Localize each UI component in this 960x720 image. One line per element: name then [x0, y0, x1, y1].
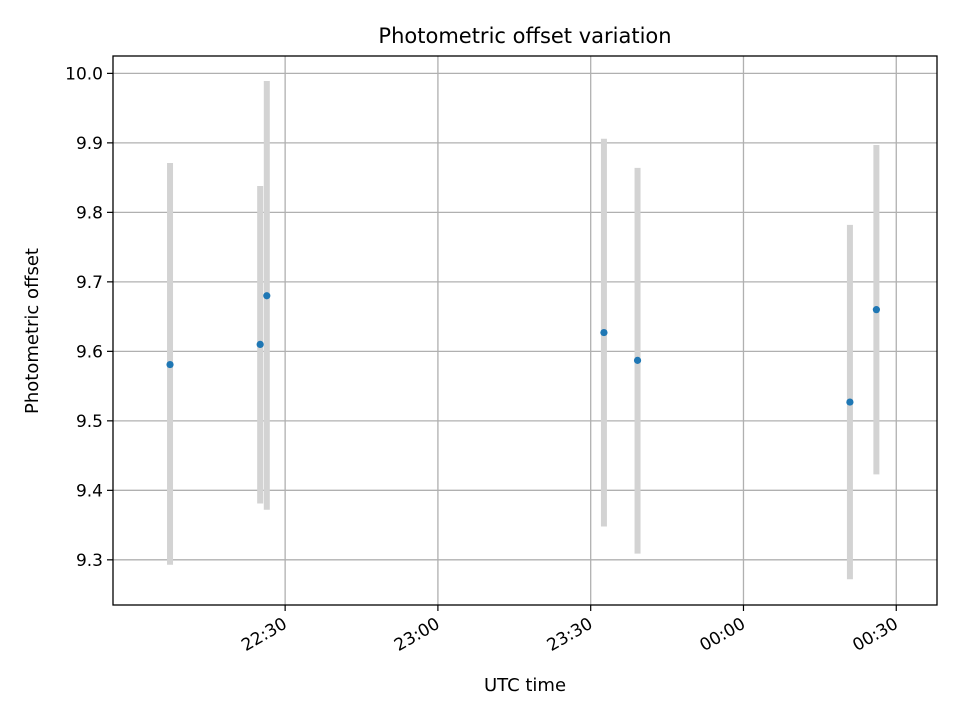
y-tick-label: 9.9 [76, 134, 103, 154]
data-point [633, 356, 642, 364]
x-tick-label: 00:30 [849, 614, 901, 656]
data-point [872, 306, 880, 314]
y-tick-label: 9.5 [76, 412, 103, 432]
y-tick-label: 9.7 [76, 273, 103, 293]
y-tick-layer: 9.3 9.4 9.5 9.6 9.7 9.8 9.9 10.0 [65, 64, 113, 571]
grid-layer [113, 56, 937, 605]
data-point [166, 360, 174, 369]
y-tick-label: 9.4 [76, 481, 103, 501]
data-point [846, 398, 854, 406]
y-tick-label: 9.3 [76, 551, 103, 571]
x-tick-label: 22:30 [238, 614, 290, 656]
y-tick-label: 9.6 [76, 342, 103, 362]
x-axis-label: UTC time [484, 675, 566, 696]
y-tick-label: 10.0 [65, 64, 103, 84]
x-tick-label: 23:30 [544, 614, 596, 656]
plot-frame [112, 55, 938, 606]
errorbar-layer [167, 81, 880, 580]
data-point [256, 340, 264, 348]
x-tick-label: 23:00 [391, 614, 443, 656]
data-point [263, 292, 271, 300]
x-tick-layer: 22:30 23:00 23:30 00:00 00:30 [238, 605, 902, 656]
y-tick-label: 9.8 [76, 203, 103, 223]
x-tick-label: 00:00 [697, 614, 749, 656]
chart-title: Photometric offset variation [378, 24, 671, 48]
data-point [600, 328, 608, 337]
point-layer [166, 292, 880, 406]
y-axis-label: Photometric offset [22, 248, 43, 414]
